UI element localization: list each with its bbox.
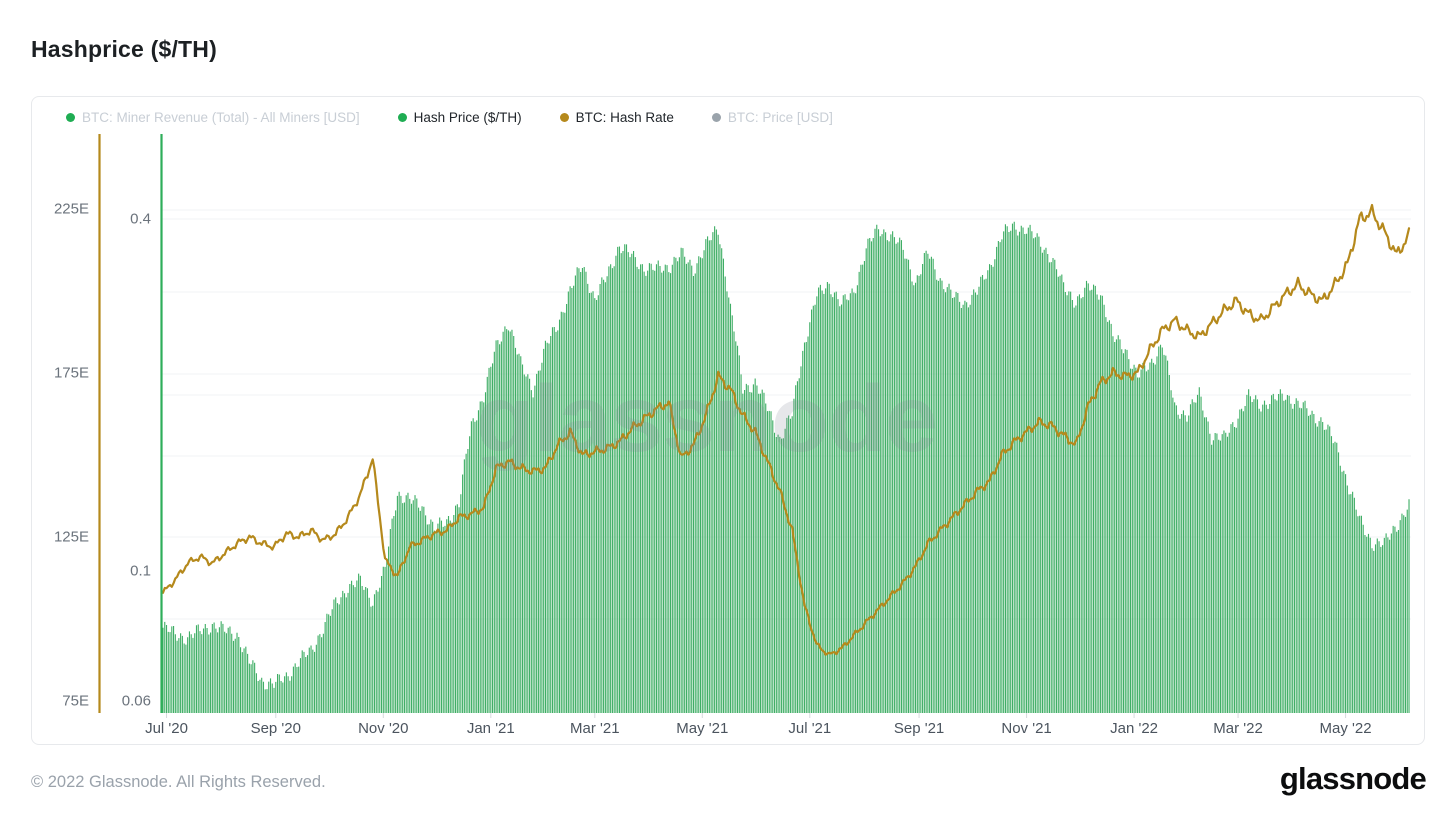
chart-legend: BTC: Miner Revenue (Total) - All Miners …	[66, 110, 833, 125]
legend-dot-icon	[397, 113, 407, 122]
chart-card: BTC: Miner Revenue (Total) - All Miners …	[31, 96, 1425, 745]
hash-price-bars	[162, 221, 1410, 713]
legend-item-label: BTC: Hash Rate	[575, 110, 674, 125]
glassnode-logo: glassnode	[1279, 761, 1427, 796]
legend-item-btc-hash-rate[interactable]: BTC: Hash Rate	[559, 110, 674, 125]
legend-dot-icon	[66, 113, 75, 122]
legend-item-label: BTC: Price [USD]	[727, 110, 833, 125]
legend-dot-icon	[559, 113, 569, 122]
chart-plot-area[interactable]	[32, 97, 1425, 745]
legend-item-btc-price-usd[interactable]: BTC: Price [USD]	[711, 110, 833, 125]
legend-item-hash-price-th[interactable]: Hash Price ($/TH)	[397, 110, 522, 125]
page-title: Hashprice ($/TH)	[31, 36, 217, 62]
legend-item-label: BTC: Miner Revenue (Total) - All Miners …	[82, 110, 360, 125]
legend-dot-icon	[711, 113, 721, 122]
hash-rate-line	[161, 203, 1411, 656]
copyright-text: © 2022 Glassnode. All Rights Reserved.	[31, 773, 326, 791]
legend-item-btc-miner-revenue-total-all-miners-usd[interactable]: BTC: Miner Revenue (Total) - All Miners …	[66, 110, 360, 125]
legend-item-label: Hash Price ($/TH)	[413, 110, 522, 125]
